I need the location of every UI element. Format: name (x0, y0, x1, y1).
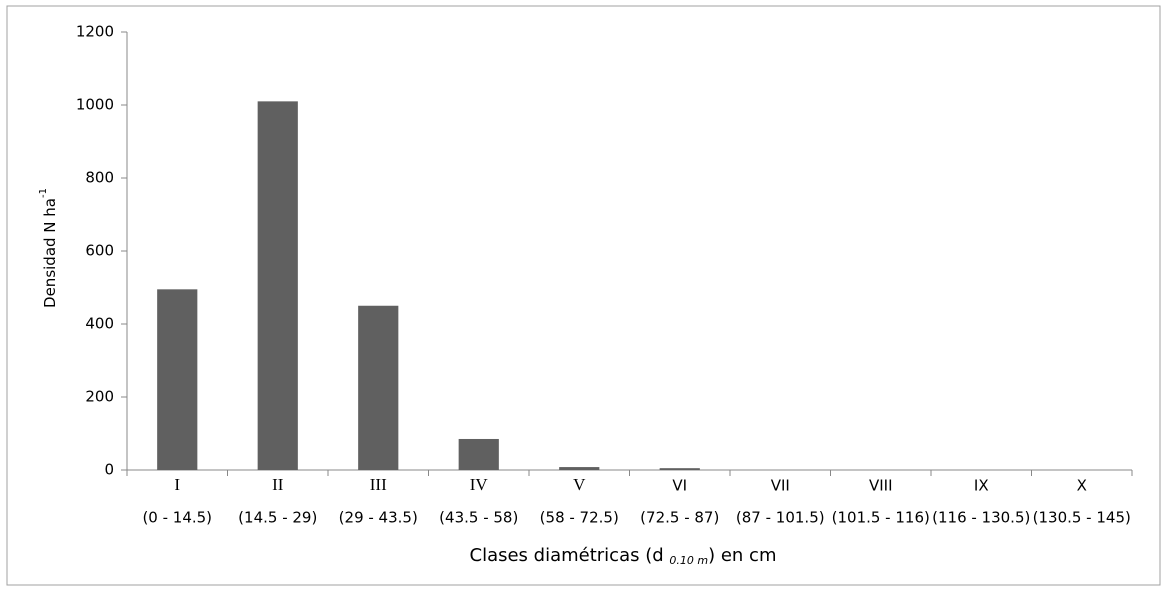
y-axis-label-superscript: -1 (38, 188, 49, 198)
x-range-label: (87 - 101.5) (736, 509, 825, 527)
x-tick-label: II (272, 475, 284, 494)
bar (257, 101, 298, 470)
x-axis-label-subscript: 0.10 m (669, 554, 708, 567)
x-axis-label: Clases diamétricas (d 0.10 m) en cm (470, 545, 777, 567)
x-tick-label: VIII (869, 477, 893, 495)
x-tick-label: VII (771, 477, 790, 495)
x-range-label: (58 - 72.5) (540, 509, 619, 527)
y-axis-label-text: Densidad N ha (41, 198, 59, 308)
y-tick-label: 0 (104, 461, 114, 479)
y-axis-label: Densidad N ha-1 (38, 188, 59, 308)
x-axis-label-text-end: ) en cm (708, 545, 776, 566)
x-range-label: (0 - 14.5) (142, 509, 212, 527)
bar (458, 438, 499, 470)
x-axis-label-text: Clases diamétricas (d (470, 545, 670, 566)
x-tick-label: V (573, 475, 586, 494)
x-tick-label: III (370, 475, 387, 494)
x-tick-label: VI (672, 477, 687, 495)
x-range-label: (116 - 130.5) (932, 509, 1030, 527)
y-tick-label: 600 (85, 242, 114, 260)
x-tick-label: IX (974, 477, 989, 495)
y-tick-label: 1000 (76, 96, 114, 114)
x-tick-label: IV (470, 475, 489, 494)
bar (157, 289, 198, 470)
x-tick-label: I (174, 475, 180, 494)
bar (659, 468, 700, 470)
y-tick-label: 200 (85, 388, 114, 406)
y-tick-label: 1200 (76, 23, 114, 41)
y-tick-label: 800 (85, 169, 114, 187)
bar (559, 467, 600, 470)
chart-border (6, 5, 1161, 586)
y-tick-label: 400 (85, 315, 114, 333)
bar (358, 305, 399, 470)
x-tick-label: X (1077, 477, 1087, 495)
x-range-label: (43.5 - 58) (439, 509, 518, 527)
x-range-label: (72.5 - 87) (640, 509, 719, 527)
x-range-label: (14.5 - 29) (238, 509, 317, 527)
x-range-label: (130.5 - 145) (1033, 509, 1131, 527)
x-range-label: (101.5 - 116) (832, 509, 930, 527)
x-range-label: (29 - 43.5) (339, 509, 418, 527)
